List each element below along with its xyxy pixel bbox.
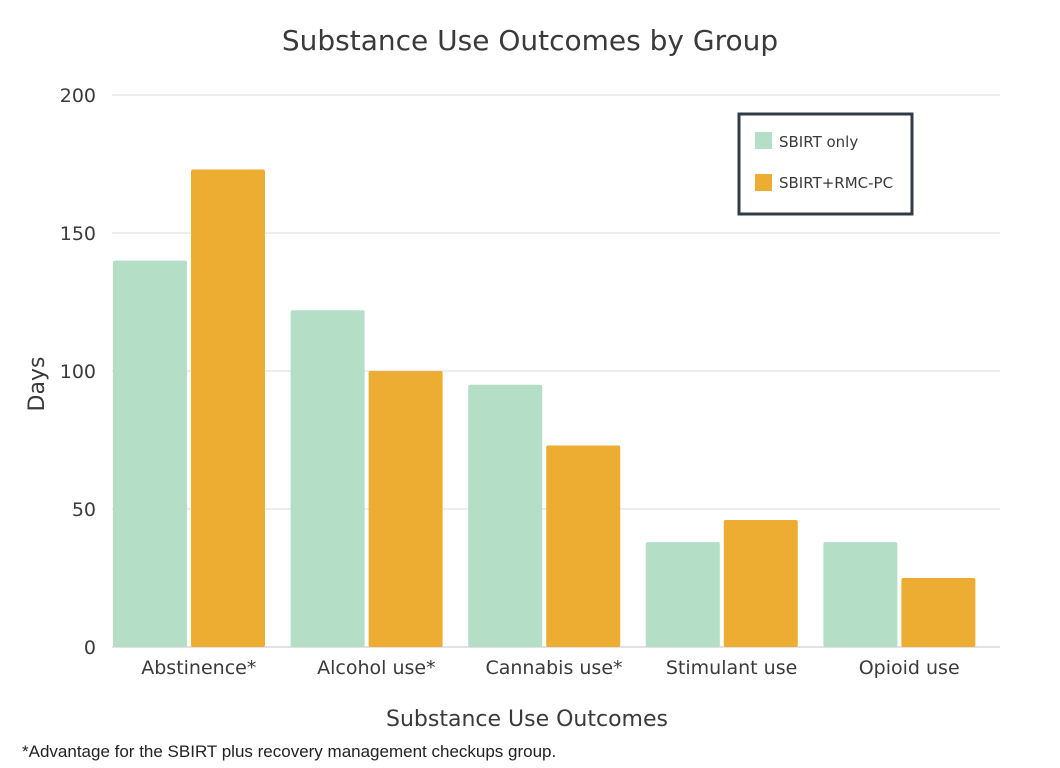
legend: SBIRT only SBIRT+RMC-PC [737,112,914,216]
y-tick-label: 200 [60,85,96,107]
footnote: *Advantage for the SBIRT plus recovery m… [22,742,557,761]
axes: 0 50 100 150 200 Abstinence* Alcohol use* Canna… [60,85,960,679]
y-axis-title: Days [25,357,50,412]
legend-label-sbirt-only: SBIRT only [779,133,858,151]
legend-swatch-sbirt-rmc-pc [755,174,772,191]
legend-frame [737,112,914,216]
x-tick-label: Abstinence* [141,657,256,679]
bar-sbirt-rmc-pc [368,371,443,647]
bar-sbirt-only [290,310,365,647]
x-axis-title: Substance Use Outcomes [386,707,668,732]
x-tick-label: Alcohol use* [317,657,435,679]
x-tick-label: Stimulant use [666,657,797,679]
y-tick-label: 0 [84,637,96,659]
x-tick-label: Cannabis use* [485,657,622,679]
legend-label-sbirt-rmc-pc: SBIRT+RMC-PC [779,174,893,192]
bar-sbirt-rmc-pc [901,578,976,647]
bar-sbirt-rmc-pc [191,169,265,647]
bar-sbirt-only [468,384,543,647]
bar-sbirt-only [113,260,187,647]
bar-sbirt-rmc-pc [546,445,621,647]
bar-chart: 0 50 100 150 200 Abstinence* Alcohol use* Canna… [25,24,1000,732]
chart-title: Substance Use Outcomes by Group [282,24,778,57]
bars [113,169,976,647]
bar-sbirt-only [823,542,898,647]
y-tick-label: 50 [72,499,96,521]
y-tick-label: 150 [60,223,96,245]
bar-sbirt-rmc-pc [723,520,798,647]
legend-swatch-sbirt-only [755,132,772,149]
y-tick-label: 100 [60,361,96,383]
bar-sbirt-only [645,542,720,647]
x-tick-label: Opioid use [859,657,960,679]
